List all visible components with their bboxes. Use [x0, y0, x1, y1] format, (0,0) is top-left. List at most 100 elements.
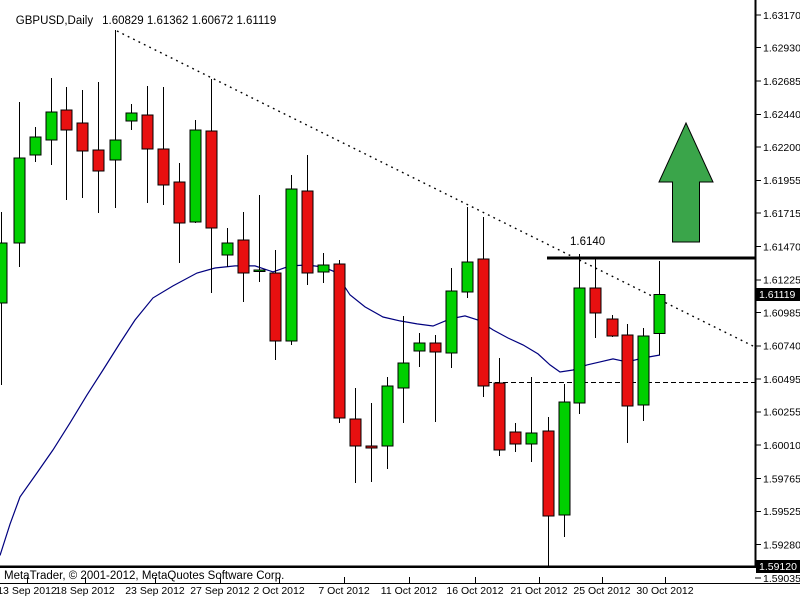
candle — [493, 357, 506, 456]
candle-body — [542, 430, 555, 517]
candle-body — [637, 335, 650, 406]
candle — [60, 87, 73, 201]
candle — [381, 376, 394, 469]
candle — [653, 261, 666, 356]
date-tick-label: 18 Sep 2012 — [55, 585, 115, 597]
candle-body — [221, 242, 234, 256]
price-tick-label: 1.59525 — [763, 506, 800, 518]
resistance-level-label: 1.6140 — [570, 236, 606, 248]
date-tick-label: 27 Sep 2012 — [190, 585, 250, 597]
candle-body — [157, 148, 170, 186]
price-tick-label: 1.61225 — [763, 275, 800, 287]
candle-body — [76, 122, 89, 152]
candle — [76, 90, 89, 198]
candle-body — [237, 239, 250, 274]
price-axis: 1.63170 1.62930 1.62685 1.62440 1.62200 1.619… — [755, 10, 800, 585]
candle-body — [413, 342, 426, 352]
candle-body — [525, 432, 538, 445]
candle — [558, 383, 571, 537]
candle — [542, 416, 555, 566]
price-tick-label: 1.62685 — [763, 76, 800, 88]
candle — [221, 227, 234, 268]
price-tick-label: 1.60740 — [763, 341, 800, 353]
candle — [429, 334, 442, 422]
chart-title: GBPUSD,Daily 1.60829 1.61362 1.60672 1.61… — [3, 3, 277, 39]
candle-body — [92, 149, 105, 172]
candle — [157, 87, 170, 205]
candle — [285, 174, 298, 345]
candle-body — [173, 181, 186, 224]
candle-body — [45, 111, 58, 141]
chart-bottom-border — [0, 565, 800, 568]
candle-body — [509, 431, 522, 445]
candle — [525, 376, 538, 462]
candle — [173, 163, 186, 263]
candle-body — [333, 263, 346, 419]
candle — [301, 154, 314, 285]
candle-body — [141, 114, 154, 150]
date-tick-label: 21 Oct 2012 — [510, 585, 567, 597]
candle — [92, 81, 105, 213]
candle — [189, 119, 202, 223]
candle — [237, 212, 250, 303]
candle-body — [365, 445, 378, 449]
candle-body — [109, 139, 122, 161]
candle — [0, 212, 8, 385]
price-tick-label: 1.60495 — [763, 374, 800, 386]
price-tick-label: 1.60255 — [763, 407, 800, 419]
price-tag-label: 1.59120 — [759, 561, 797, 573]
candle-body — [301, 190, 314, 274]
candle — [477, 216, 490, 397]
date-tick-label: 23 Sep 2012 — [125, 585, 185, 597]
candle — [29, 126, 42, 163]
price-tick-label: 1.62200 — [763, 142, 800, 154]
candle — [125, 104, 138, 131]
candle — [349, 387, 362, 483]
up-arrow-icon — [658, 121, 714, 243]
candle-body — [60, 109, 73, 131]
candle-body — [285, 188, 298, 342]
candle-body — [477, 258, 490, 387]
price-tick-label: 1.61715 — [763, 208, 800, 220]
price-tick-label: 1.59035 — [763, 573, 800, 585]
candle — [461, 206, 474, 298]
candle-body — [29, 136, 42, 156]
symbol-period-label: GBPUSD,Daily — [15, 15, 94, 27]
candle-body — [269, 272, 282, 342]
price-tag-box — [756, 559, 800, 573]
candle-body — [125, 112, 138, 122]
candle-body — [461, 261, 474, 293]
candle — [269, 250, 282, 361]
candlestick-series — [0, 29, 666, 566]
ohlc-quote-label: 1.60829 1.61362 1.60672 1.61119 — [102, 15, 277, 27]
candle — [13, 102, 26, 268]
candle — [205, 78, 218, 293]
date-tick-label: 2 Oct 2012 — [253, 585, 305, 597]
candle-body — [317, 264, 330, 273]
price-tick-label: 1.62930 — [763, 42, 800, 54]
price-tick-label: 1.63170 — [763, 10, 800, 22]
candle — [317, 252, 330, 283]
copyright-label: MetaTrader, © 2001-2012, MetaQuotes Soft… — [4, 570, 285, 582]
candle-body — [397, 362, 410, 389]
price-tick-label: 1.59280 — [763, 539, 800, 551]
candle — [413, 332, 426, 367]
price-tick-label: 1.60010 — [763, 440, 800, 452]
candle-body — [429, 342, 442, 353]
candle — [445, 267, 458, 368]
price-tick-label: 1.59765 — [763, 473, 800, 485]
date-tick-label: 13 Sep 2012 — [0, 585, 57, 597]
price-tick-label: 1.61470 — [763, 241, 800, 253]
candle-body — [573, 287, 586, 404]
candle-body — [493, 382, 506, 451]
candle-body — [653, 293, 666, 335]
date-tick-label: 11 Oct 2012 — [381, 585, 438, 597]
candle-body — [558, 401, 571, 516]
date-tick-label: 25 Oct 2012 — [573, 585, 630, 597]
candle — [365, 402, 378, 483]
trendline-dotted — [116, 30, 758, 349]
candle-body — [189, 129, 202, 223]
